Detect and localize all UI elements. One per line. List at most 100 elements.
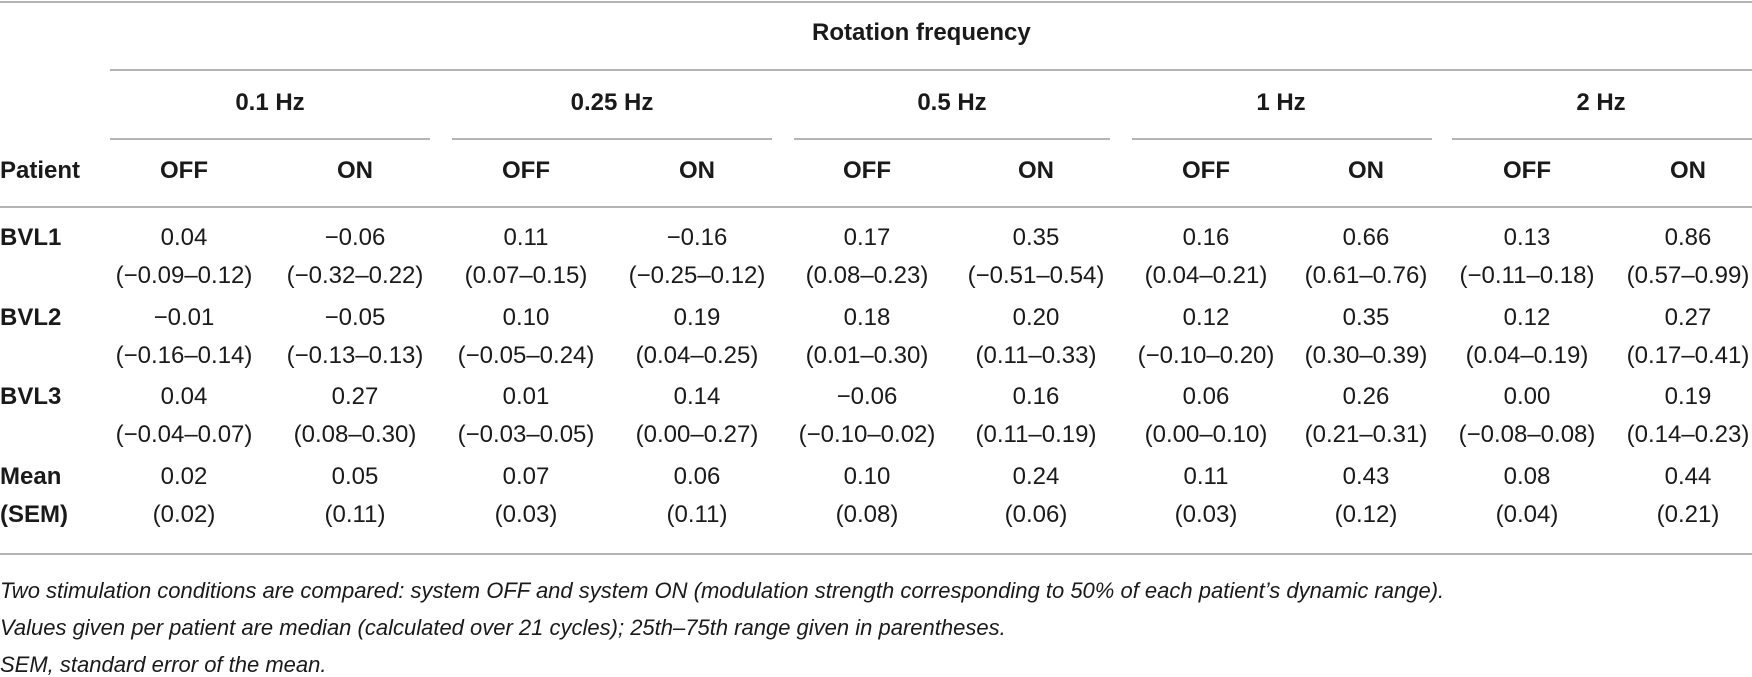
- range-value: (0.00–0.27): [635, 421, 759, 448]
- median-value: 0.11: [503, 224, 549, 251]
- median-value: 0.13: [1503, 224, 1551, 251]
- range-value: (0.01–0.30): [805, 342, 929, 369]
- range-value: (0.14–0.23): [1626, 421, 1750, 448]
- sem-value: (0.12): [1334, 501, 1398, 528]
- mean-value: 0.02: [160, 463, 208, 490]
- sem-value: (0.02): [152, 501, 216, 528]
- patient-column-header: Patient: [0, 157, 81, 184]
- header-bottom-rule: [0, 206, 1752, 208]
- freq-rule-2hz: [1452, 138, 1752, 140]
- sem-value: (0.08): [835, 501, 899, 528]
- range-value: (−0.10–0.02): [798, 421, 936, 448]
- range-value: (−0.03–0.05): [457, 421, 595, 448]
- median-value: 0.16: [1182, 224, 1230, 251]
- median-value: 0.16: [1012, 383, 1060, 410]
- frequency-group-rule: [110, 69, 1752, 71]
- range-value: (0.04–0.25): [635, 342, 759, 369]
- median-value: 0.18: [843, 304, 891, 331]
- top-rule: [0, 1, 1752, 3]
- range-value: (0.17–0.41): [1626, 342, 1750, 369]
- mean-value: 0.10: [843, 463, 891, 490]
- mean-value: 0.43: [1342, 463, 1390, 490]
- range-value: (0.61–0.76): [1304, 262, 1428, 289]
- condition-header-off: OFF: [843, 157, 891, 184]
- range-value: (−0.16–0.14): [115, 342, 253, 369]
- frequency-header: 2 Hz: [1576, 89, 1626, 116]
- range-value: (−0.32–0.22): [286, 262, 424, 289]
- range-value: (−0.13–0.13): [286, 342, 424, 369]
- median-value: 0.27: [331, 383, 379, 410]
- range-value: (0.04–0.21): [1144, 262, 1268, 289]
- freq-rule-1hz: [1132, 138, 1432, 140]
- range-value: (0.07–0.15): [464, 262, 588, 289]
- range-value: (0.30–0.39): [1304, 342, 1428, 369]
- condition-header-off: OFF: [502, 157, 550, 184]
- median-value: 0.04: [160, 383, 208, 410]
- range-value: (−0.08–0.08): [1458, 421, 1596, 448]
- sem-value: (0.06): [1004, 501, 1068, 528]
- mean-value: 0.05: [331, 463, 379, 490]
- median-value: 0.19: [1664, 383, 1712, 410]
- sem-value: (0.11): [324, 501, 386, 528]
- mean-value: 0.06: [673, 463, 721, 490]
- range-value: (0.00–0.10): [1144, 421, 1268, 448]
- median-value: 0.06: [1182, 383, 1230, 410]
- condition-header-off: OFF: [1503, 157, 1551, 184]
- frequency-header: 0.5 Hz: [917, 89, 987, 116]
- range-value: (0.57–0.99): [1626, 262, 1750, 289]
- freq-rule-0.1hz: [110, 138, 430, 140]
- patient-label: BVL1: [0, 224, 62, 251]
- frequency-header: 0.25 Hz: [570, 89, 654, 116]
- median-value: 0.86: [1664, 224, 1712, 251]
- mean-value: 0.07: [502, 463, 550, 490]
- median-value: −0.05: [324, 304, 386, 331]
- condition-header-on: ON: [1348, 157, 1384, 184]
- median-value: −0.06: [324, 224, 386, 251]
- range-value: (0.04–0.19): [1465, 342, 1589, 369]
- sem-value: (0.03): [1174, 501, 1238, 528]
- frequency-header: 0.1 Hz: [235, 89, 305, 116]
- body-bottom-rule: [0, 553, 1752, 555]
- condition-header-off: OFF: [160, 157, 208, 184]
- median-value: 0.27: [1664, 304, 1712, 331]
- sem-value: (0.03): [494, 501, 558, 528]
- median-value: 0.12: [1182, 304, 1230, 331]
- condition-header-on: ON: [337, 157, 373, 184]
- median-value: 0.26: [1342, 383, 1390, 410]
- mean-value: 0.24: [1012, 463, 1060, 490]
- sem-value: (0.21): [1656, 501, 1720, 528]
- condition-header-off: OFF: [1182, 157, 1230, 184]
- mean-value: 0.44: [1664, 463, 1712, 490]
- sem-value: (0.04): [1495, 501, 1559, 528]
- table-title: Rotation frequency: [812, 19, 1031, 46]
- median-value: −0.06: [836, 383, 898, 410]
- range-value: (−0.09–0.12): [115, 262, 253, 289]
- range-value: (−0.25–0.12): [628, 262, 766, 289]
- median-value: 0.19: [673, 304, 721, 331]
- freq-rule-0.5hz: [794, 138, 1110, 140]
- range-value: (0.11–0.33): [975, 342, 1097, 369]
- condition-header-on: ON: [679, 157, 715, 184]
- range-value: (0.08–0.30): [293, 421, 417, 448]
- freq-rule-0.25hz: [452, 138, 772, 140]
- range-value: (0.21–0.31): [1304, 421, 1428, 448]
- footnote-values: Values given per patient are median (cal…: [0, 615, 1006, 640]
- range-value: (−0.04–0.07): [115, 421, 253, 448]
- patient-label: BVL2: [0, 304, 62, 331]
- median-value: 0.35: [1012, 224, 1060, 251]
- median-value: 0.66: [1342, 224, 1390, 251]
- median-value: 0.01: [502, 383, 550, 410]
- median-value: 0.12: [1503, 304, 1551, 331]
- condition-header-on: ON: [1018, 157, 1054, 184]
- range-value: (−0.10–0.20): [1137, 342, 1275, 369]
- footnote-conditions: Two stimulation conditions are compared:…: [0, 578, 1445, 603]
- median-value: −0.16: [666, 224, 728, 251]
- mean-label: Mean: [0, 463, 62, 490]
- frequency-header: 1 Hz: [1256, 89, 1306, 116]
- range-value: (−0.51–0.54): [967, 262, 1105, 289]
- median-value: 0.10: [502, 304, 550, 331]
- median-value: 0.20: [1012, 304, 1060, 331]
- median-value: 0.00: [1503, 383, 1551, 410]
- range-value: (−0.05–0.24): [457, 342, 595, 369]
- range-value: (0.08–0.23): [805, 262, 929, 289]
